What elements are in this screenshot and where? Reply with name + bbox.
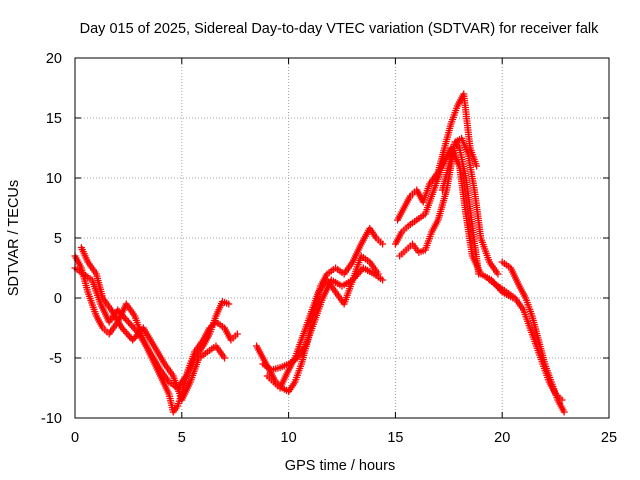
x-tick-label: 20 xyxy=(494,430,510,446)
x-tick-label: 5 xyxy=(178,430,186,446)
y-tick-label: 10 xyxy=(46,171,62,187)
y-tick-label: -5 xyxy=(49,351,62,367)
data-point xyxy=(558,396,566,404)
y-tick-label: -10 xyxy=(41,411,62,427)
x-tick-label: 10 xyxy=(281,430,297,446)
grid-lines xyxy=(75,58,609,418)
data-point xyxy=(494,270,502,278)
y-tick-label: 15 xyxy=(46,111,62,127)
data-point xyxy=(379,240,387,248)
y-tick-label: 0 xyxy=(54,291,62,307)
x-tick-label: 0 xyxy=(71,430,79,446)
x-tick-label: 25 xyxy=(601,430,617,446)
data-point xyxy=(374,270,382,278)
data-point xyxy=(225,300,233,308)
axis-ticks: 0 5 10 15 20 25 -10 -5 0 5 10 15 20 xyxy=(41,51,617,446)
x-tick-label: 15 xyxy=(387,430,403,446)
y-tick-label: 20 xyxy=(46,51,62,67)
data-point xyxy=(221,354,229,362)
data-point xyxy=(475,270,483,278)
x-axis-label: GPS time / hours xyxy=(285,458,395,474)
data-point xyxy=(233,330,241,338)
chart-title: Day 015 of 2025, Sidereal Day-to-day VTE… xyxy=(80,21,599,37)
data-point xyxy=(473,162,481,170)
data-point xyxy=(560,408,568,416)
data-point xyxy=(379,276,387,284)
y-axis-label: SDTVAR / TECUs xyxy=(6,180,22,296)
y-tick-label: 5 xyxy=(54,231,62,247)
data-points xyxy=(71,90,568,416)
